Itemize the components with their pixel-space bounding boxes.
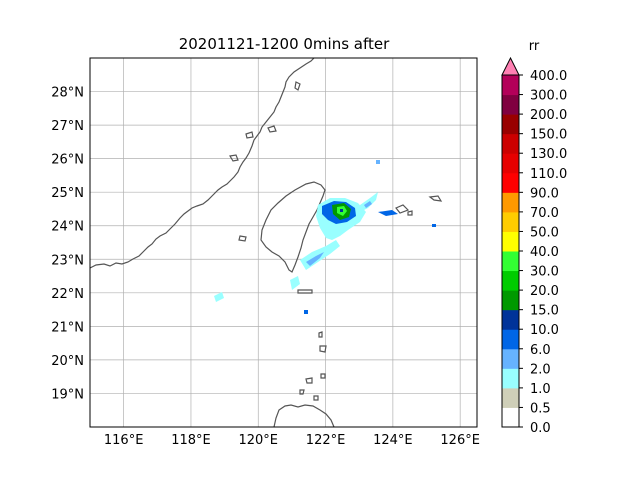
map-frame (89, 57, 478, 428)
precip-southeast (290, 276, 300, 290)
colorbar-level-label: 70.0 (530, 206, 559, 221)
x-tick-label: 118°E (171, 433, 211, 448)
y-tick-label: 20°N (51, 354, 84, 369)
colorbar-swatch (502, 94, 519, 115)
colorbar-swatch (502, 290, 519, 311)
x-tick-label: 122°E (306, 433, 346, 448)
colorbar-swatch (502, 172, 519, 193)
y-tick-label: 23°N (51, 253, 84, 268)
x-tick-label: 126°E (440, 433, 480, 448)
colorbar-level-label: 200.0 (530, 108, 567, 123)
x-tick-label: 116°E (104, 433, 144, 448)
babuyan-2 (320, 373, 326, 379)
precip-east-speck-1 (376, 160, 380, 164)
colorbar-level-label: 30.0 (530, 265, 559, 280)
map-title: 20201121-1200 0mins after (179, 35, 390, 53)
colorbar-level-label: 2.0 (530, 362, 551, 377)
colorbar-level-label: 20.0 (530, 284, 559, 299)
x-tick-label: 120°E (238, 433, 278, 448)
y-axis-tick-labels: 19°N 20°N 21°N 22°N 23°N 24°N 25°N 26°N 27°N 28°N (51, 86, 84, 403)
precip-strait (214, 292, 224, 302)
colorbar-level-label: 10.0 (530, 323, 559, 338)
colorbar-swatch (502, 407, 519, 428)
colorbar-level-label: 130.0 (530, 147, 567, 162)
colorbar-level-label: 15.0 (530, 304, 559, 319)
colorbar-level-label: 0.0 (530, 421, 551, 436)
island-coast-2 (238, 235, 247, 242)
precip-south-core (306, 252, 324, 266)
babuyan-4 (313, 395, 319, 401)
x-axis-tick-labels: 116°E 118°E 120°E 122°E 124°E 126°E (104, 433, 480, 448)
y-tick-label: 19°N (51, 387, 84, 402)
island-coast-4 (267, 125, 277, 133)
colorbar-swatch (502, 231, 519, 252)
y-tick-label: 26°N (51, 153, 84, 168)
y-tick-label: 28°N (51, 86, 84, 101)
colorbar-swatch (502, 387, 519, 408)
map-gridlines (90, 58, 477, 427)
mainland-coastline (89, 57, 315, 269)
ryukyu-3 (407, 210, 413, 216)
colorbar-level-label: 50.0 (530, 225, 559, 240)
precip-far-east (378, 210, 398, 216)
batanes-2 (319, 345, 327, 353)
colorbar-swatch (502, 114, 519, 135)
batanes-1 (318, 331, 323, 338)
precipitation-field (214, 160, 436, 314)
colorbar-extend-arrow (501, 56, 520, 76)
colorbar-title: rr (529, 39, 540, 54)
colorbar: rr 0.0 0.5 1.0 2.0 6.0 10.0 15.0 20.0 30.0 40.0 50… (501, 39, 567, 436)
colorbar-swatch (502, 329, 519, 350)
colorbar-level-label: 90.0 (530, 186, 559, 201)
island-coast-5 (245, 131, 254, 139)
colorbar-swatch (502, 75, 519, 96)
ryukyu-2 (428, 195, 443, 202)
colorbar-swatch (502, 211, 519, 232)
y-tick-label: 22°N (51, 287, 84, 302)
map-background (90, 58, 477, 427)
taiwan-coastline (260, 181, 326, 273)
colorbar-swatch (502, 368, 519, 389)
colorbar-level-label: 150.0 (530, 128, 567, 143)
y-tick-label: 25°N (51, 186, 84, 201)
colorbar-level-label: 0.5 (530, 401, 551, 416)
x-tick-label: 124°E (373, 433, 413, 448)
island-coast-3 (229, 154, 239, 162)
coastlines (89, 57, 443, 428)
island-coast-1 (294, 81, 301, 91)
colorbar-swatch (502, 270, 519, 291)
colorbar-swatch (502, 192, 519, 213)
luzon-coastline (273, 404, 335, 428)
colorbar-level-label: 110.0 (530, 167, 567, 182)
babuyan-1 (305, 377, 313, 384)
colorbar-level-label: 400.0 (530, 69, 567, 84)
precip-east-speck-2 (432, 224, 436, 227)
colorbar-swatch (502, 348, 519, 369)
colorbar-swatch (502, 133, 519, 154)
y-tick-label: 27°N (51, 119, 84, 134)
babuyan-3 (299, 389, 305, 395)
colorbar-swatch (502, 153, 519, 174)
colorbar-level-label: 300.0 (530, 89, 567, 104)
y-tick-label: 21°N (51, 320, 84, 335)
colorbar-level-label: 6.0 (530, 343, 551, 358)
precip-band-east-core (364, 201, 372, 208)
colorbar-level-label: 1.0 (530, 382, 551, 397)
precip-south-speck (304, 310, 308, 314)
precip-peak (340, 209, 343, 212)
colorbar-swatch (502, 309, 519, 330)
colorbar-level-label: 40.0 (530, 245, 559, 260)
green-island (297, 289, 313, 294)
ryukyu-1 (395, 204, 410, 214)
y-tick-label: 24°N (51, 220, 84, 235)
colorbar-swatch (502, 251, 519, 272)
